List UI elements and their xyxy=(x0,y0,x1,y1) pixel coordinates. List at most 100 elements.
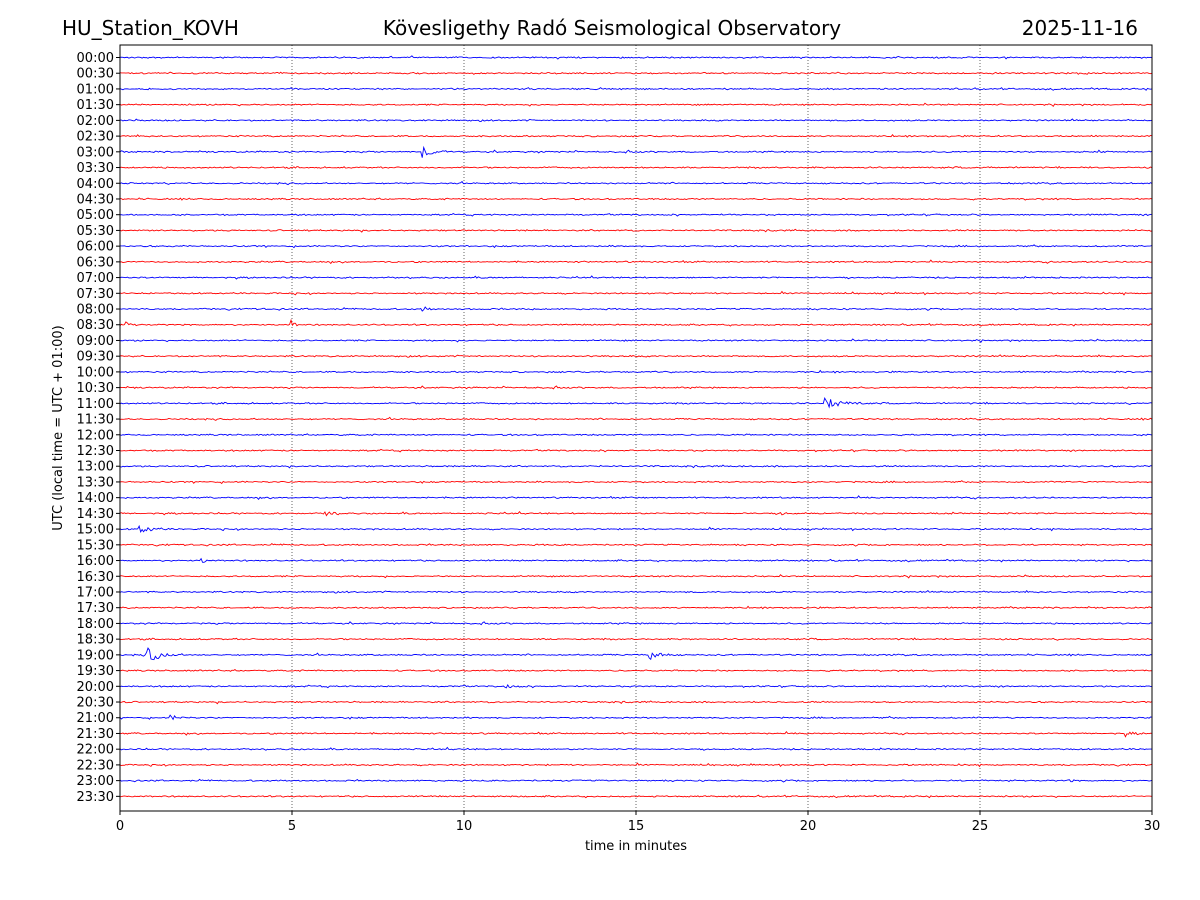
trace-1930 xyxy=(119,669,1153,673)
y-tick-label: 16:30 xyxy=(77,570,114,585)
x-axis-ticks: 0 5 10 15 20 25 30 xyxy=(116,811,1160,834)
trace-0600 xyxy=(119,244,1153,249)
y-tick-label: 02:30 xyxy=(77,130,114,145)
y-tick-label: 15:30 xyxy=(77,538,114,553)
trace-1700 xyxy=(119,589,1153,594)
y-tick-label: 15:00 xyxy=(77,523,114,538)
y-tick-label: 01:00 xyxy=(77,82,114,97)
chart-title: Kövesligethy Radó Seismological Observat… xyxy=(383,16,841,40)
y-tick-label: 04:00 xyxy=(77,177,114,192)
trace-0230 xyxy=(119,134,1153,138)
trace-0200 xyxy=(119,118,1153,122)
trace-0930 xyxy=(119,354,1153,358)
trace-2030 xyxy=(119,700,1153,705)
y-tick-label: 21:00 xyxy=(77,711,114,726)
y-tick-label: 22:00 xyxy=(77,743,114,758)
x-tick-label: 0 xyxy=(116,819,124,834)
trace-1300 xyxy=(119,464,1153,469)
y-tick-label: 13:30 xyxy=(77,475,114,490)
trace-1800 xyxy=(119,621,1153,626)
x-tick-label: 5 xyxy=(288,819,296,834)
x-gridlines xyxy=(291,45,981,811)
y-axis-ticks: 00:0000:3001:0001:3002:0002:3003:0003:30… xyxy=(77,51,120,805)
y-tick-label: 11:00 xyxy=(77,397,114,412)
y-tick-label: 11:30 xyxy=(77,413,114,428)
station-title: HU_Station_KOVH xyxy=(62,16,239,40)
date-title: 2025-11-16 xyxy=(1022,16,1138,40)
trace-0830 xyxy=(119,318,1153,327)
trace-1330 xyxy=(119,480,1153,485)
trace-2000 xyxy=(119,683,1153,689)
y-tick-label: 21:30 xyxy=(77,727,114,742)
y-tick-label: 08:00 xyxy=(77,303,114,318)
y-tick-label: 12:00 xyxy=(77,428,114,443)
y-tick-label: 14:30 xyxy=(77,507,114,522)
trace-1430 xyxy=(119,511,1153,517)
trace-1730 xyxy=(119,605,1153,610)
y-tick-label: 17:30 xyxy=(77,601,114,616)
x-tick-label: 25 xyxy=(972,819,989,834)
y-tick-label: 04:30 xyxy=(77,192,114,207)
y-tick-label: 19:30 xyxy=(77,664,114,679)
y-tick-label: 07:30 xyxy=(77,287,114,302)
y-axis-label: UTC (local time = UTC + 01:00) xyxy=(51,325,66,530)
trace-1400 xyxy=(119,495,1153,500)
x-tick-label: 20 xyxy=(800,819,817,834)
trace-0030 xyxy=(119,71,1153,75)
x-tick-label: 15 xyxy=(628,819,645,834)
y-tick-label: 00:30 xyxy=(77,67,114,82)
trace-1630 xyxy=(119,574,1153,579)
trace-1130 xyxy=(119,416,1153,421)
trace-0130 xyxy=(119,102,1153,108)
trace-group xyxy=(119,55,1153,799)
y-tick-label: 22:30 xyxy=(77,758,114,773)
trace-0900 xyxy=(119,338,1153,343)
y-tick-label: 09:00 xyxy=(77,334,114,349)
trace-0700 xyxy=(119,275,1153,280)
trace-1230 xyxy=(119,448,1153,453)
trace-0000 xyxy=(119,55,1153,60)
y-tick-label: 23:00 xyxy=(77,774,114,789)
trace-0300 xyxy=(119,145,1153,158)
y-tick-label: 20:30 xyxy=(77,696,114,711)
trace-0530 xyxy=(119,228,1152,233)
plot-frame xyxy=(119,44,1153,812)
y-tick-label: 20:00 xyxy=(77,680,114,695)
trace-0100 xyxy=(119,87,1153,91)
y-tick-label: 19:00 xyxy=(77,648,114,663)
trace-1200 xyxy=(119,433,1153,437)
y-tick-label: 18:00 xyxy=(77,617,114,632)
trace-0630 xyxy=(119,259,1153,265)
y-tick-label: 07:00 xyxy=(77,271,114,286)
trace-0400 xyxy=(119,180,1153,186)
trace-2130 xyxy=(119,730,1153,738)
trace-1100 xyxy=(119,396,1153,409)
trace-0730 xyxy=(119,290,1153,296)
y-tick-label: 17:00 xyxy=(77,585,114,600)
trace-0500 xyxy=(119,213,1153,217)
trace-2200 xyxy=(119,746,1153,751)
trace-1830 xyxy=(119,637,1153,641)
x-tick-label: 30 xyxy=(1144,819,1161,834)
y-tick-label: 00:00 xyxy=(77,51,114,66)
trace-1600 xyxy=(119,557,1153,563)
trace-1530 xyxy=(119,542,1153,547)
trace-2330 xyxy=(119,794,1153,799)
y-tick-label: 01:30 xyxy=(77,98,114,113)
y-tick-label: 12:30 xyxy=(77,444,114,459)
y-tick-label: 23:30 xyxy=(77,790,114,805)
trace-2300 xyxy=(119,778,1153,783)
y-tick-label: 06:00 xyxy=(77,240,114,255)
trace-2100 xyxy=(119,714,1153,721)
y-tick-label: 02:00 xyxy=(77,114,114,129)
trace-0430 xyxy=(119,197,1153,201)
y-tick-label: 06:30 xyxy=(77,255,114,270)
y-tick-label: 05:30 xyxy=(77,224,114,239)
trace-0330 xyxy=(119,165,1153,169)
x-axis-label: time in minutes xyxy=(585,839,687,854)
trace-1900 xyxy=(119,647,1153,661)
y-tick-label: 18:30 xyxy=(77,633,114,648)
trace-0800 xyxy=(119,306,1153,312)
y-tick-label: 03:30 xyxy=(77,161,114,176)
